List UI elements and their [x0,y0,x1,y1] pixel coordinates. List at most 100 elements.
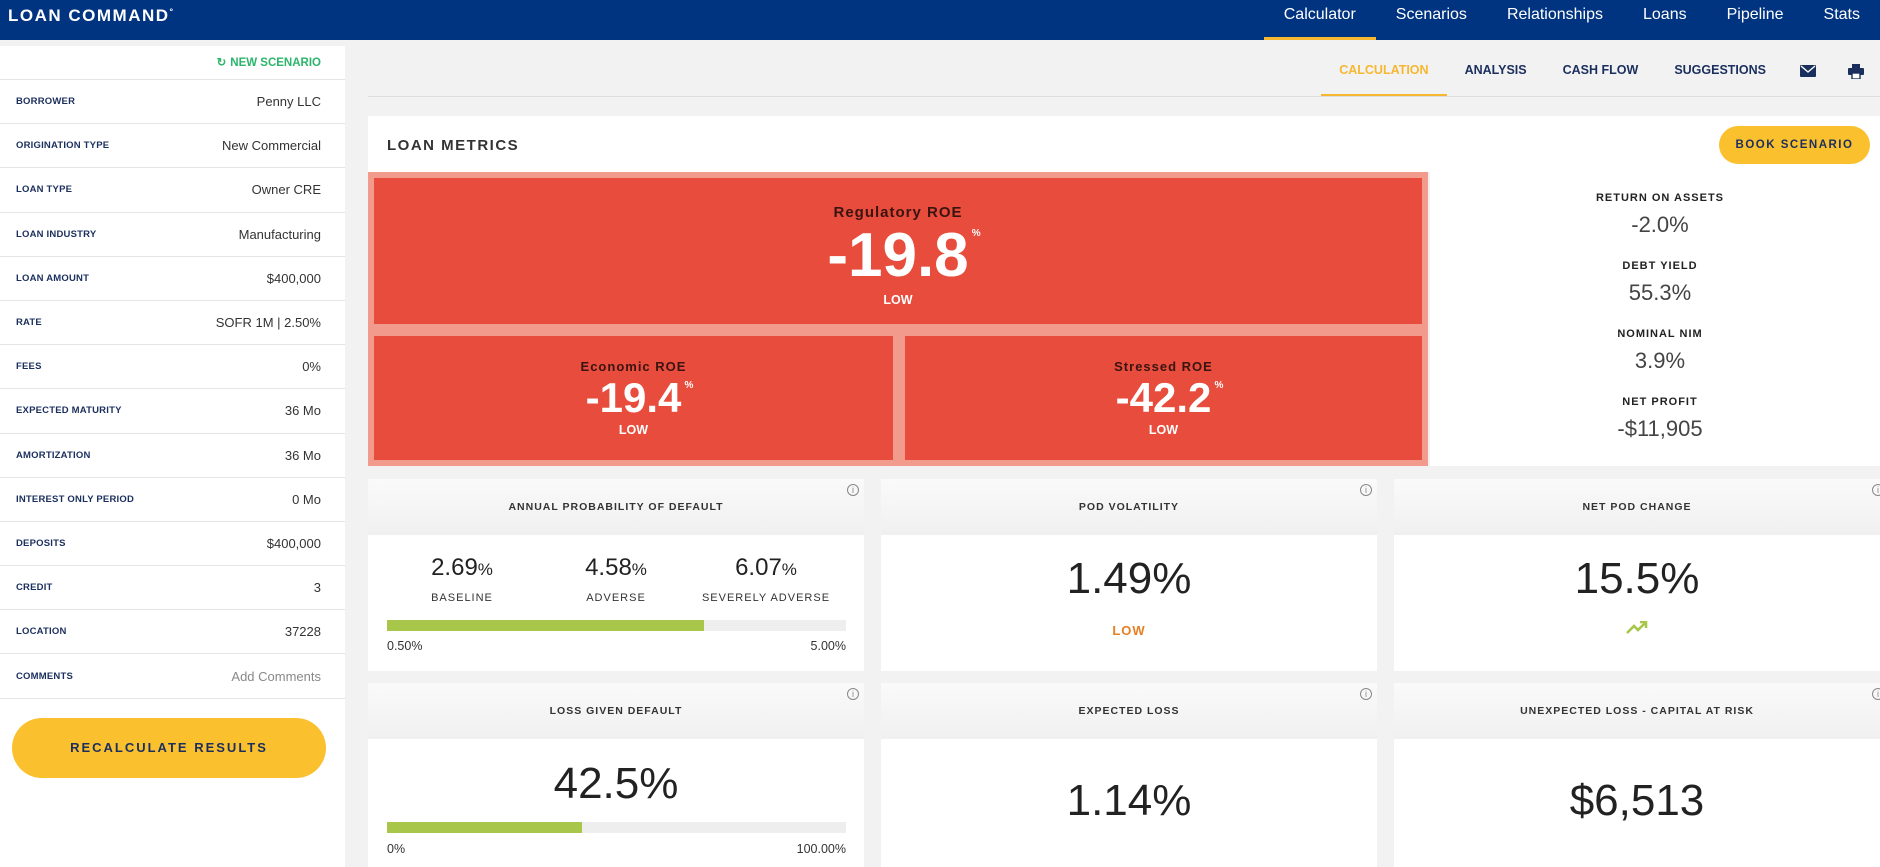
info-icon[interactable]: i [847,688,859,700]
field-value-expected-maturity[interactable]: 36 Mo [284,403,321,419]
field-label: RATE [16,317,42,329]
field-value-location[interactable]: 37228 [284,624,321,640]
info-icon[interactable]: i [1872,688,1880,700]
net-profit-label: NET PROFIT [1622,396,1698,408]
field-row-interest-only-period[interactable]: INTEREST ONLY PERIOD 0 Mo [0,478,345,522]
field-row-loan-amount[interactable]: LOAN AMOUNT $400,000 [0,257,345,301]
economic-roe-value: -19.4% [585,374,694,421]
info-icon[interactable]: i [1872,484,1880,496]
field-row-location[interactable]: LOCATION 37228 [0,610,345,655]
field-value-loan-amount[interactable]: $400,000 [266,270,321,286]
field-row-amortization[interactable]: AMORTIZATION 36 Mo [0,434,345,478]
field-row-expected-maturity[interactable]: EXPECTED MATURITY 36 Mo [0,389,345,434]
trending-up-icon [1394,620,1880,640]
field-value-borrower[interactable]: Penny LLC [256,94,321,110]
economic-roe-box: Economic ROE -19.4% LOW [374,336,893,460]
regulatory-roe-box: Regulatory ROE -19.8% LOW [374,178,1422,324]
tab-suggestions[interactable]: SUGGESTIONS [1674,63,1766,77]
unexpected-loss-value: $6,513 [1569,776,1705,825]
nav-relationships[interactable]: Relationships [1506,6,1603,23]
nav-scenarios[interactable]: Scenarios [1395,6,1467,23]
expected-loss-title: EXPECTED LOSS i [881,683,1377,739]
field-value-interest-only-period[interactable]: 0 Mo [292,491,321,507]
field-label: CREDIT [16,582,53,594]
field-row-loan-type[interactable]: LOAN TYPE Owner CRE [0,168,345,213]
field-value-comments[interactable]: Add Comments [231,668,321,684]
field-row-origination-type[interactable]: ORIGINATION TYPE New Commercial [0,124,345,169]
pod-bar-max: 5.00% [810,639,846,653]
top-nav: LOAN COMMAND° Calculator Scenarios Relat… [0,0,1880,40]
field-row-rate[interactable]: RATE SOFR 1M | 2.50% [0,301,345,346]
print-icon[interactable] [1832,46,1880,96]
field-label: COMMENTS [16,670,74,682]
expected-loss-card: EXPECTED LOSS i 1.14% [881,683,1377,867]
regulatory-roe-label: Regulatory ROE [833,204,963,221]
field-value-loan-type[interactable]: Owner CRE [251,182,321,198]
tab-cash-flow[interactable]: CASH FLOW [1562,63,1639,77]
field-row-credit[interactable]: CREDIT 3 [0,566,345,611]
field-value-credit[interactable]: 3 [313,580,321,596]
pod-volatility-rating: LOW [1112,623,1146,638]
field-value-amortization[interactable]: 36 Mo [284,447,321,463]
loan-metrics-header: LOAN METRICS BOOK SCENARIO [368,116,1880,172]
economic-roe-rating: LOW [618,423,649,437]
field-value-deposits[interactable]: $400,000 [266,535,321,551]
lgd-value: 42.5% [553,759,679,808]
field-row-comments[interactable]: COMMENTS Add Comments [0,654,345,699]
main-nav: Calculator Scenarios Relationships Loans… [1263,0,1880,40]
pod-bar-min: 0.50% [387,639,423,653]
return-on-assets-value: -2.0% [1631,212,1689,237]
tab-calculation[interactable]: CALCULATION [1321,46,1447,96]
pod-range-bar [387,620,846,631]
recalculate-button[interactable]: RECALCULATE RESULTS [12,718,326,778]
book-scenario-button[interactable]: BOOK SCENARIO [1719,126,1870,164]
info-icon[interactable]: i [847,484,859,496]
field-row-loan-industry[interactable]: LOAN INDUSTRY Manufacturing [0,213,345,257]
field-row-fees[interactable]: FEES 0% [0,345,345,390]
net-pod-change-value: 15.5% [1574,554,1700,603]
field-row-deposits[interactable]: DEPOSITS $400,000 [0,522,345,567]
economic-roe-label: Economic ROE [580,359,687,374]
field-value-rate[interactable]: SOFR 1M | 2.50% [215,315,321,331]
debt-yield-value: 55.3% [1628,280,1692,305]
nav-pipeline[interactable]: Pipeline [1726,6,1784,23]
field-label: DEPOSITS [16,537,66,549]
lgd-range-bar [387,822,846,833]
info-icon[interactable]: i [1360,484,1372,496]
pod-volatility-value: 1.49% [1066,554,1192,603]
loan-metrics-title: LOAN METRICS [387,137,520,154]
unexpected-loss-card: UNEXPECTED LOSS - CAPITAL AT RISK i $6,51… [1394,683,1880,867]
nominal-nim-label: NOMINAL NIM [1617,328,1703,340]
unexpected-loss-title: UNEXPECTED LOSS - CAPITAL AT RISK i [1394,683,1880,739]
mail-icon[interactable] [1784,46,1832,96]
debt-yield-label: DEBT YIELD [1622,260,1698,272]
tab-analysis[interactable]: ANALYSIS [1464,63,1527,77]
new-scenario-link[interactable]: ↻ NEW SCENARIO [0,46,345,80]
field-value-fees[interactable]: 0% [302,359,321,375]
info-icon[interactable]: i [1360,688,1372,700]
app-logo[interactable]: LOAN COMMAND° [8,6,175,25]
return-on-assets-label: RETURN ON ASSETS [1595,192,1725,204]
lgd-bar-min: 0% [387,842,406,856]
field-value-loan-industry[interactable]: Manufacturing [238,226,321,242]
stressed-roe-label: Stressed ROE [1114,359,1213,374]
lgd-bar-max: 100.00% [796,842,846,856]
field-row-borrower[interactable]: BORROWER Penny LLC [0,80,345,125]
nav-stats[interactable]: Stats [1823,6,1860,23]
regulatory-roe-value: -19.8% [827,221,981,290]
net-profit-value: -$11,905 [1617,416,1703,441]
expected-loss-value: 1.14% [1066,776,1192,825]
nav-calculator[interactable]: Calculator [1263,0,1376,40]
field-label: FEES [16,361,42,373]
field-label: LOAN INDUSTRY [16,228,97,240]
net-pod-change-title: NET POD CHANGE i [1394,479,1880,535]
field-label: AMORTIZATION [16,449,91,461]
field-label: LOAN AMOUNT [16,272,90,284]
stressed-roe-box: Stressed ROE -42.2% LOW [905,336,1422,460]
field-label: LOAN TYPE [16,184,73,196]
field-value-origination-type[interactable]: New Commercial [222,138,321,154]
pod-volatility-title: POD VOLATILITY i [881,479,1377,535]
nav-loans[interactable]: Loans [1643,6,1687,23]
field-label: LOCATION [16,626,67,638]
lgd-card: LOSS GIVEN DEFAULT i 42.5% 0% 100.00% [368,683,864,867]
